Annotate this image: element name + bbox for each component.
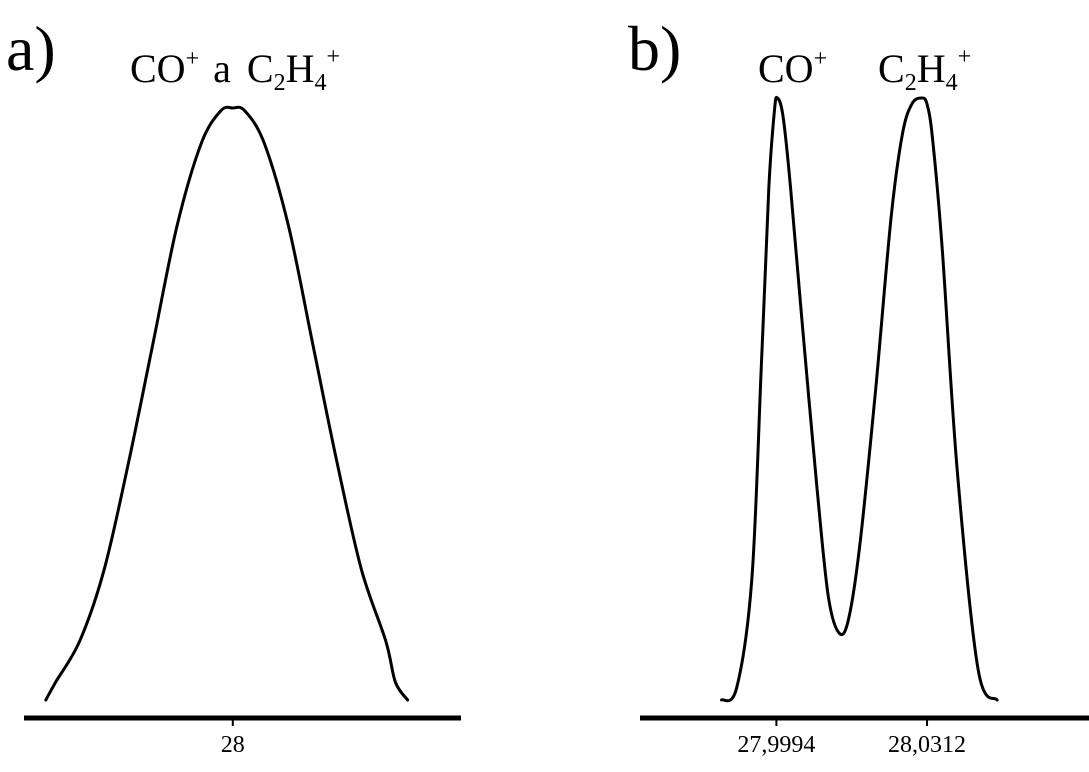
- c2h4-c-count: 2: [274, 70, 286, 96]
- c2h4-charge: +: [326, 44, 340, 70]
- c2h4-c: C: [247, 46, 274, 91]
- co-ion-label-b: CO: [758, 46, 814, 91]
- c2h4-h: H: [286, 46, 315, 91]
- panel-a: a) CO+ a C2H4+ 28: [6, 13, 461, 758]
- peak-label-co: CO+: [758, 46, 827, 91]
- c2h4-h-count-b: 4: [946, 70, 958, 96]
- x-tick-label-b-1: 28,0312: [888, 732, 966, 758]
- peak-label-c2h4: C2H4+: [878, 44, 971, 96]
- panel-b: b) CO+ C2H4+ 27,9994 28,0312: [628, 13, 1089, 758]
- x-ticks-b: 27,9994 28,0312: [737, 718, 966, 758]
- c2h4-charge-b: +: [958, 44, 972, 70]
- x-ticks-a: 28: [221, 718, 245, 758]
- co-ion-label: CO: [130, 46, 186, 91]
- c2h4-h-count: 4: [314, 70, 326, 96]
- c2h4-h-b: H: [917, 46, 946, 91]
- co-charge-b: +: [814, 46, 828, 72]
- panel-label-b: b): [628, 13, 681, 84]
- c2h4-c-count-b: 2: [905, 70, 917, 96]
- peak-annotation-a: CO+ a C2H4+: [130, 44, 340, 96]
- peak-curve-b: [720, 95, 999, 703]
- x-tick-label-a-0: 28: [221, 732, 245, 758]
- x-tick-label-b-0: 27,9994: [737, 732, 815, 758]
- panel-label-a: a): [6, 13, 56, 84]
- connector-word: a: [213, 46, 231, 91]
- c2h4-c-b: C: [878, 46, 905, 91]
- co-charge: +: [186, 46, 200, 72]
- peak-curve-a: [44, 105, 410, 702]
